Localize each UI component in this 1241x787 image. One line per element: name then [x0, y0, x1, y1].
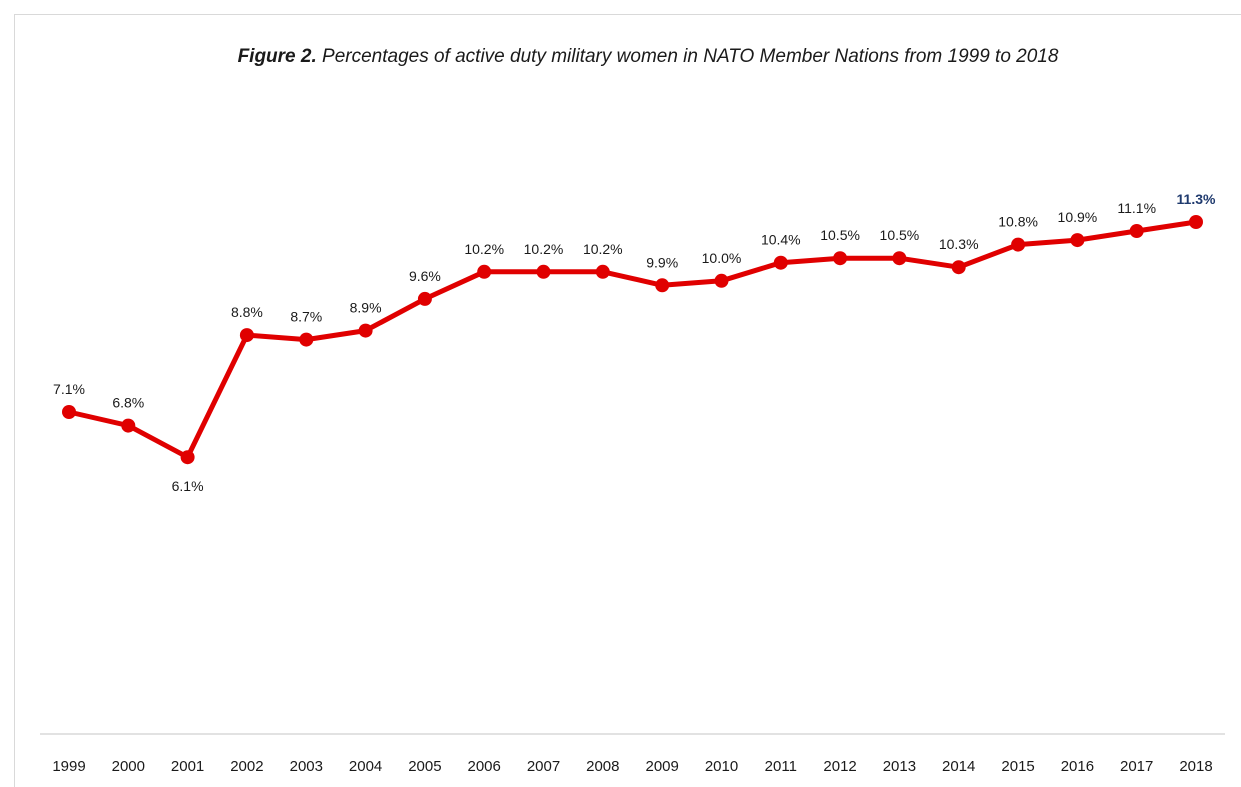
- data-point-2011: [774, 256, 788, 270]
- data-point-2006: [477, 265, 491, 279]
- data-point-2007: [537, 265, 551, 279]
- x-tick-label-2007: 2007: [527, 758, 560, 775]
- data-label-2002: 8.8%: [231, 304, 263, 320]
- data-label-2007: 10.2%: [524, 241, 564, 257]
- x-tick-label-2009: 2009: [646, 758, 679, 775]
- data-label-2006: 10.2%: [464, 241, 504, 257]
- data-label-2015: 10.8%: [998, 214, 1038, 230]
- x-tick-label-2006: 2006: [468, 758, 501, 775]
- x-tick-label-2013: 2013: [883, 758, 916, 775]
- data-label-2011: 10.4%: [761, 232, 801, 248]
- x-tick-label-2008: 2008: [586, 758, 619, 775]
- x-tick-label-2004: 2004: [349, 758, 382, 775]
- data-point-2017: [1130, 224, 1144, 238]
- data-label-2008: 10.2%: [583, 241, 623, 257]
- data-point-2004: [359, 324, 373, 338]
- x-tick-label-2003: 2003: [290, 758, 323, 775]
- data-label-2000: 6.8%: [112, 395, 144, 411]
- data-point-2005: [418, 292, 432, 306]
- data-point-2009: [655, 278, 669, 292]
- x-tick-label-2015: 2015: [1001, 758, 1034, 775]
- series-line: [69, 222, 1196, 457]
- x-tick-label-2016: 2016: [1061, 758, 1094, 775]
- data-label-2018: 11.3%: [1177, 191, 1216, 207]
- data-label-2004: 8.9%: [350, 300, 382, 316]
- x-tick-label-2017: 2017: [1120, 758, 1153, 775]
- data-label-1999: 7.1%: [53, 381, 85, 397]
- data-label-2010: 10.0%: [702, 250, 742, 266]
- data-point-2012: [833, 251, 847, 265]
- data-point-2016: [1070, 233, 1084, 247]
- data-point-2008: [596, 265, 610, 279]
- data-point-2013: [892, 251, 906, 265]
- data-point-2003: [299, 333, 313, 347]
- data-label-2005: 9.6%: [409, 268, 441, 284]
- data-label-2013: 10.5%: [880, 227, 920, 243]
- x-tick-label-2018: 2018: [1179, 758, 1212, 775]
- data-point-2000: [121, 419, 135, 433]
- x-tick-label-2001: 2001: [171, 758, 204, 775]
- data-label-2003: 8.7%: [290, 309, 322, 325]
- x-tick-label-2014: 2014: [942, 758, 975, 775]
- data-point-2001: [181, 450, 195, 464]
- x-tick-label-2000: 2000: [112, 758, 145, 775]
- x-tick-label-2012: 2012: [823, 758, 856, 775]
- data-point-1999: [62, 405, 76, 419]
- data-label-2009: 9.9%: [646, 254, 678, 270]
- x-tick-label-1999: 1999: [52, 758, 85, 775]
- data-point-2015: [1011, 238, 1025, 252]
- data-point-2014: [952, 260, 966, 274]
- x-tick-label-2002: 2002: [230, 758, 263, 775]
- x-tick-label-2010: 2010: [705, 758, 738, 775]
- data-point-2010: [715, 274, 729, 288]
- data-label-2001: 6.1%: [172, 478, 204, 494]
- data-point-2018: [1189, 215, 1203, 229]
- data-point-2002: [240, 328, 254, 342]
- data-label-2012: 10.5%: [820, 227, 860, 243]
- data-label-2017: 11.1%: [1117, 200, 1156, 216]
- x-tick-label-2011: 2011: [765, 758, 797, 775]
- data-label-2014: 10.3%: [939, 236, 979, 252]
- x-tick-label-2005: 2005: [408, 758, 441, 775]
- data-label-2016: 10.9%: [1058, 209, 1098, 225]
